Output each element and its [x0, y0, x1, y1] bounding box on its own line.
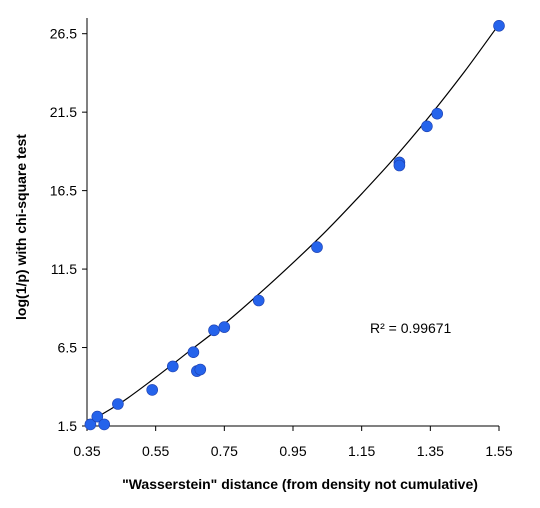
- trendline: [86, 23, 500, 424]
- data-point: [98, 418, 110, 431]
- x-tick-label: 1.15: [348, 443, 375, 459]
- data-point: [146, 384, 158, 396]
- data-points: [84, 19, 505, 431]
- y-tick-label: 21.5: [50, 104, 77, 120]
- y-tick-label: 6.5: [58, 340, 78, 356]
- axes: [86, 18, 499, 427]
- x-tick-label: 1.35: [417, 443, 444, 459]
- data-point: [112, 398, 124, 410]
- y-tick-label: 11.5: [51, 261, 77, 277]
- x-tick-label: 0.55: [142, 443, 169, 459]
- data-point: [311, 241, 323, 253]
- y-tick-label: 1.5: [58, 418, 78, 434]
- y-ticks: 1.5 6.5 11.5 16.5 21.5 26.5: [50, 26, 87, 434]
- y-tick-label: 26.5: [50, 26, 77, 42]
- data-point: [194, 363, 207, 376]
- data-point: [218, 321, 231, 333]
- data-point: [421, 120, 433, 133]
- data-point: [187, 346, 200, 359]
- data-point: [252, 294, 265, 307]
- data-point: [167, 360, 179, 373]
- x-tick-label: 0.75: [211, 443, 238, 459]
- x-tick-label: 0.95: [279, 443, 306, 459]
- data-point: [91, 410, 104, 423]
- y-tick-label: 16.5: [50, 183, 77, 199]
- x-axis-title: "Wasserstein" distance (from density not…: [122, 476, 478, 492]
- data-point: [431, 107, 444, 120]
- x-tick-label: 1.55: [485, 443, 512, 459]
- x-ticks: 0.35 0.55 0.75 0.95 1.15 1.35 1.55: [73, 426, 513, 459]
- y-axis-title: log(1/p) with chi-square test: [13, 134, 29, 320]
- data-point: [493, 19, 505, 32]
- data-point: [208, 324, 220, 337]
- r-squared-label: R² = 0.99671: [370, 320, 452, 336]
- x-tick-label: 0.35: [73, 443, 100, 459]
- data-point: [84, 418, 97, 431]
- data-point: [393, 159, 406, 172]
